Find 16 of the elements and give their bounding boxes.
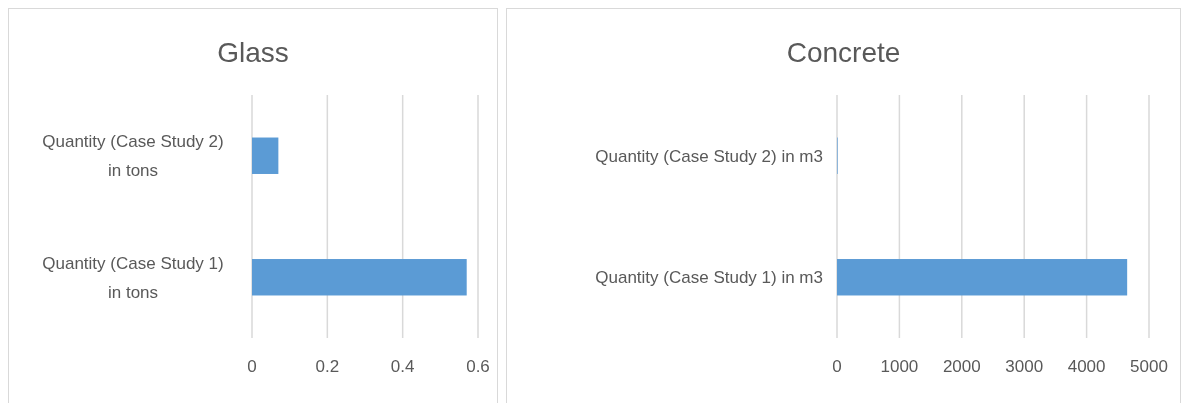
x-tick-label: 0.6 <box>466 357 490 376</box>
y-tick-label: Quantity (Case Study 2) in tons <box>42 132 224 181</box>
x-tick-label: 0.4 <box>390 357 415 376</box>
x-tick-label: 1000 <box>880 357 919 376</box>
chart-title: Concrete <box>786 37 901 68</box>
chart-title: Glass <box>217 37 289 68</box>
x-tick-label: 0 <box>832 357 842 376</box>
x-tick-label: 3000 <box>1005 357 1044 376</box>
y-tick-label: Quantity (Case Study 1) in tons <box>42 253 224 302</box>
x-tick-label: 0 <box>247 357 257 376</box>
x-tick-label: 2000 <box>942 357 981 376</box>
x-tick-label: 0.2 <box>315 357 340 376</box>
x-tick-label: 4000 <box>1067 357 1106 376</box>
y-tick-label: Quantity (Case Study 2) in m3 <box>595 146 823 166</box>
x-tick-label: 5000 <box>1130 357 1168 376</box>
y-tick-label: Quantity (Case Study 1) in m3 <box>595 268 823 288</box>
